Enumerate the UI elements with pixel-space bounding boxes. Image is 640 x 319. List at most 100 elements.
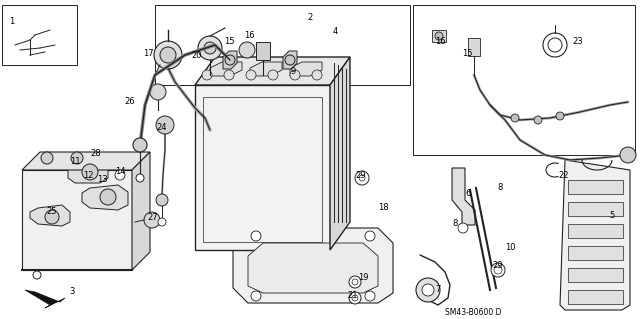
- Polygon shape: [210, 62, 242, 76]
- Text: 16: 16: [435, 38, 445, 47]
- Bar: [413, 5, 635, 155]
- Circle shape: [202, 70, 212, 80]
- Polygon shape: [250, 62, 282, 76]
- Circle shape: [290, 70, 300, 80]
- Circle shape: [224, 70, 234, 80]
- Circle shape: [365, 231, 375, 241]
- Circle shape: [45, 210, 59, 224]
- Circle shape: [620, 147, 636, 163]
- Circle shape: [511, 114, 519, 122]
- Bar: [22, 170, 132, 270]
- Circle shape: [534, 116, 542, 124]
- Polygon shape: [195, 57, 350, 85]
- Polygon shape: [233, 228, 393, 303]
- Circle shape: [144, 212, 160, 228]
- Circle shape: [349, 292, 361, 304]
- Text: 9: 9: [291, 68, 296, 77]
- Polygon shape: [22, 152, 150, 170]
- Text: 8: 8: [452, 219, 458, 227]
- Text: 7: 7: [435, 286, 441, 294]
- Polygon shape: [223, 51, 237, 69]
- Circle shape: [268, 70, 278, 80]
- Text: 29: 29: [356, 170, 366, 180]
- Circle shape: [355, 171, 369, 185]
- Circle shape: [556, 112, 564, 120]
- Bar: [432, 30, 446, 42]
- Polygon shape: [25, 290, 65, 308]
- Circle shape: [133, 138, 147, 152]
- Circle shape: [154, 41, 182, 69]
- Polygon shape: [330, 57, 350, 250]
- Text: 19: 19: [358, 273, 368, 283]
- Circle shape: [156, 116, 174, 134]
- Polygon shape: [290, 62, 322, 76]
- Polygon shape: [68, 158, 108, 183]
- Circle shape: [352, 295, 358, 301]
- Circle shape: [100, 189, 116, 205]
- Text: 26: 26: [125, 98, 135, 107]
- Bar: [568, 290, 623, 304]
- Text: 10: 10: [505, 243, 515, 253]
- Circle shape: [494, 266, 502, 274]
- Text: 23: 23: [573, 38, 583, 47]
- Bar: [568, 268, 623, 282]
- Text: 2: 2: [307, 13, 312, 23]
- Text: 6: 6: [465, 189, 470, 197]
- Text: 13: 13: [97, 175, 108, 184]
- Polygon shape: [30, 205, 70, 226]
- Text: 16: 16: [244, 31, 254, 40]
- Circle shape: [251, 231, 261, 241]
- Circle shape: [312, 70, 322, 80]
- Text: FR.: FR.: [28, 295, 42, 305]
- Bar: [568, 202, 623, 216]
- Circle shape: [416, 278, 440, 302]
- Circle shape: [71, 152, 83, 164]
- Circle shape: [246, 70, 256, 80]
- Text: 5: 5: [609, 211, 614, 219]
- Text: 8: 8: [497, 183, 502, 192]
- Circle shape: [458, 223, 468, 233]
- Text: 4: 4: [332, 27, 338, 36]
- Bar: [468, 38, 480, 56]
- Text: 28: 28: [91, 150, 101, 159]
- Circle shape: [239, 42, 255, 58]
- Text: 18: 18: [378, 204, 388, 212]
- Circle shape: [204, 42, 216, 54]
- Circle shape: [365, 291, 375, 301]
- Text: 25: 25: [47, 207, 57, 217]
- Text: 1: 1: [10, 18, 15, 26]
- Bar: [568, 224, 623, 238]
- Polygon shape: [132, 152, 150, 270]
- Circle shape: [349, 276, 361, 288]
- Circle shape: [352, 279, 358, 285]
- Circle shape: [285, 55, 295, 65]
- Circle shape: [225, 55, 235, 65]
- Text: 29: 29: [493, 261, 503, 270]
- Text: 22: 22: [559, 170, 569, 180]
- Circle shape: [435, 32, 443, 40]
- Circle shape: [422, 284, 434, 296]
- Circle shape: [33, 271, 41, 279]
- Circle shape: [82, 164, 98, 180]
- Circle shape: [115, 170, 125, 180]
- Text: 20: 20: [192, 50, 202, 60]
- Text: 21: 21: [348, 292, 358, 300]
- Circle shape: [136, 174, 144, 182]
- Circle shape: [41, 152, 53, 164]
- Text: 27: 27: [148, 213, 158, 222]
- Text: 12: 12: [83, 170, 93, 180]
- Circle shape: [156, 194, 168, 206]
- Text: 15: 15: [461, 48, 472, 57]
- Text: 11: 11: [70, 158, 80, 167]
- Bar: [256, 42, 270, 60]
- Text: 24: 24: [157, 123, 167, 132]
- Circle shape: [150, 84, 166, 100]
- Bar: [155, 5, 410, 85]
- Polygon shape: [560, 160, 630, 310]
- Circle shape: [359, 175, 365, 181]
- Text: 15: 15: [224, 38, 234, 47]
- Text: SM43-B0600 D: SM43-B0600 D: [445, 308, 502, 317]
- Circle shape: [158, 218, 166, 226]
- Text: 17: 17: [143, 48, 154, 57]
- Circle shape: [491, 263, 505, 277]
